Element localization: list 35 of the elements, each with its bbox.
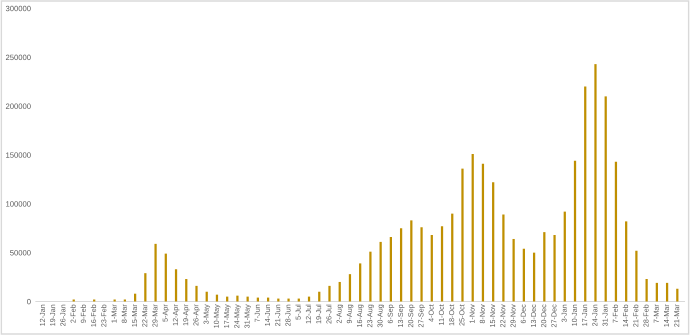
bar: [134, 294, 136, 302]
bar: [390, 237, 392, 302]
bar: [430, 235, 433, 302]
bar: [308, 296, 310, 302]
bar: [410, 220, 412, 302]
bar: [206, 292, 208, 302]
bar: [298, 298, 300, 302]
bar: [216, 294, 218, 302]
bar: [646, 279, 648, 302]
bar: [185, 279, 188, 302]
bar: [676, 288, 678, 302]
bar: [380, 242, 382, 302]
bar: [584, 86, 586, 302]
bar: [564, 212, 566, 302]
bar: [451, 214, 454, 302]
bar: [338, 282, 341, 302]
bar: [287, 298, 290, 302]
bar: [318, 292, 320, 302]
bar: [492, 182, 494, 302]
bar: [472, 154, 474, 302]
bar: [656, 282, 658, 302]
bar: [543, 232, 546, 302]
bar: [359, 263, 362, 302]
bar: [236, 296, 239, 302]
bar: [625, 221, 628, 302]
bar: [266, 298, 270, 302]
bar: [164, 254, 167, 302]
bar: [522, 248, 525, 302]
bar: [226, 296, 228, 302]
bar: [246, 296, 249, 302]
bar: [604, 96, 607, 302]
bar: [256, 298, 259, 302]
bar: [512, 238, 515, 302]
bar: [277, 298, 280, 302]
bar: [144, 273, 146, 302]
